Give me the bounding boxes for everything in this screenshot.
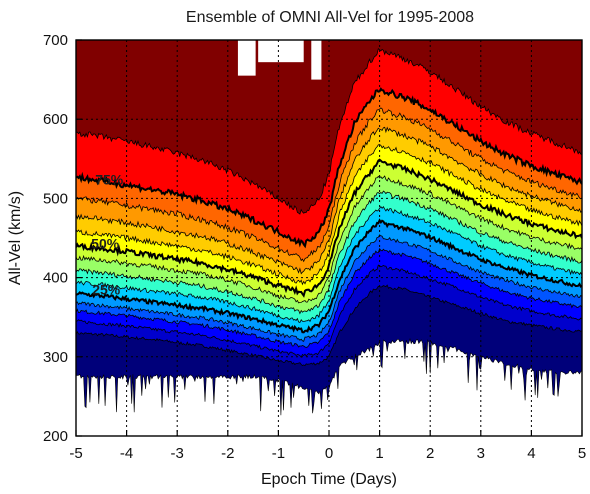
x-axis-label: Epoch Time (Days) (261, 471, 397, 488)
x-tick-label: -5 (69, 445, 82, 462)
percentile-line-1 (76, 264, 582, 358)
percentile-line-2 (76, 247, 582, 348)
grid-lines (76, 40, 582, 436)
x-tick-label: 3 (477, 445, 485, 462)
y-tick-label: 400 (43, 270, 68, 287)
percentile-line-0 (76, 284, 582, 367)
x-axis-ticks: -5 -4 -3 -2 -1 0 1 2 3 4 5 (69, 430, 586, 462)
chart-title: Ensemble of OMNI All-Vel for 1995-2008 (186, 9, 474, 26)
percentile-line-10 (76, 126, 582, 275)
quartile-label: 75% (95, 171, 124, 187)
y-tick-label: 600 (43, 111, 68, 128)
x-tick-label: 0 (325, 445, 333, 462)
percentile-lines (76, 47, 582, 367)
min-envelope (76, 337, 582, 436)
percentile-line-7 (76, 175, 582, 304)
x-tick-label: -4 (120, 445, 133, 462)
x-tick-label: 5 (578, 445, 586, 462)
percentile-line-4 (76, 218, 582, 334)
y-axis-ticks: 200 300 400 500 600 700 (43, 32, 82, 445)
percentile-line-8 (76, 158, 582, 298)
percentile-line-5 (76, 205, 582, 324)
max-gap-2 (311, 40, 322, 80)
percentile-line-6 (76, 190, 582, 315)
percentile-line-13 (76, 47, 582, 215)
x-tick-label: -1 (272, 445, 285, 462)
y-axis-label: All-Vel (km/s) (7, 191, 24, 285)
percentile-line-9 (76, 144, 582, 286)
max-gap-0 (237, 40, 256, 76)
max-gap-1 (258, 40, 304, 63)
y-tick-label: 700 (43, 32, 68, 49)
y-tick-label: 500 (43, 190, 68, 207)
plot-area (75, 39, 583, 437)
y-tick-label: 200 (43, 428, 68, 445)
quartile-labels: 75% 50% 25% (91, 171, 124, 297)
x-tick-label: -2 (221, 445, 234, 462)
x-tick-label: 2 (426, 445, 434, 462)
quartile-label: 25% (92, 281, 121, 297)
x-tick-label: -3 (171, 445, 184, 462)
percentile-line-11 (76, 107, 582, 263)
percentile-line-3 (76, 234, 582, 342)
x-tick-label: 4 (527, 445, 535, 462)
percentile-line-12 (76, 87, 582, 249)
x-tick-label: 1 (375, 445, 383, 462)
quartile-label: 50% (91, 236, 120, 252)
y-tick-label: 300 (43, 349, 68, 366)
